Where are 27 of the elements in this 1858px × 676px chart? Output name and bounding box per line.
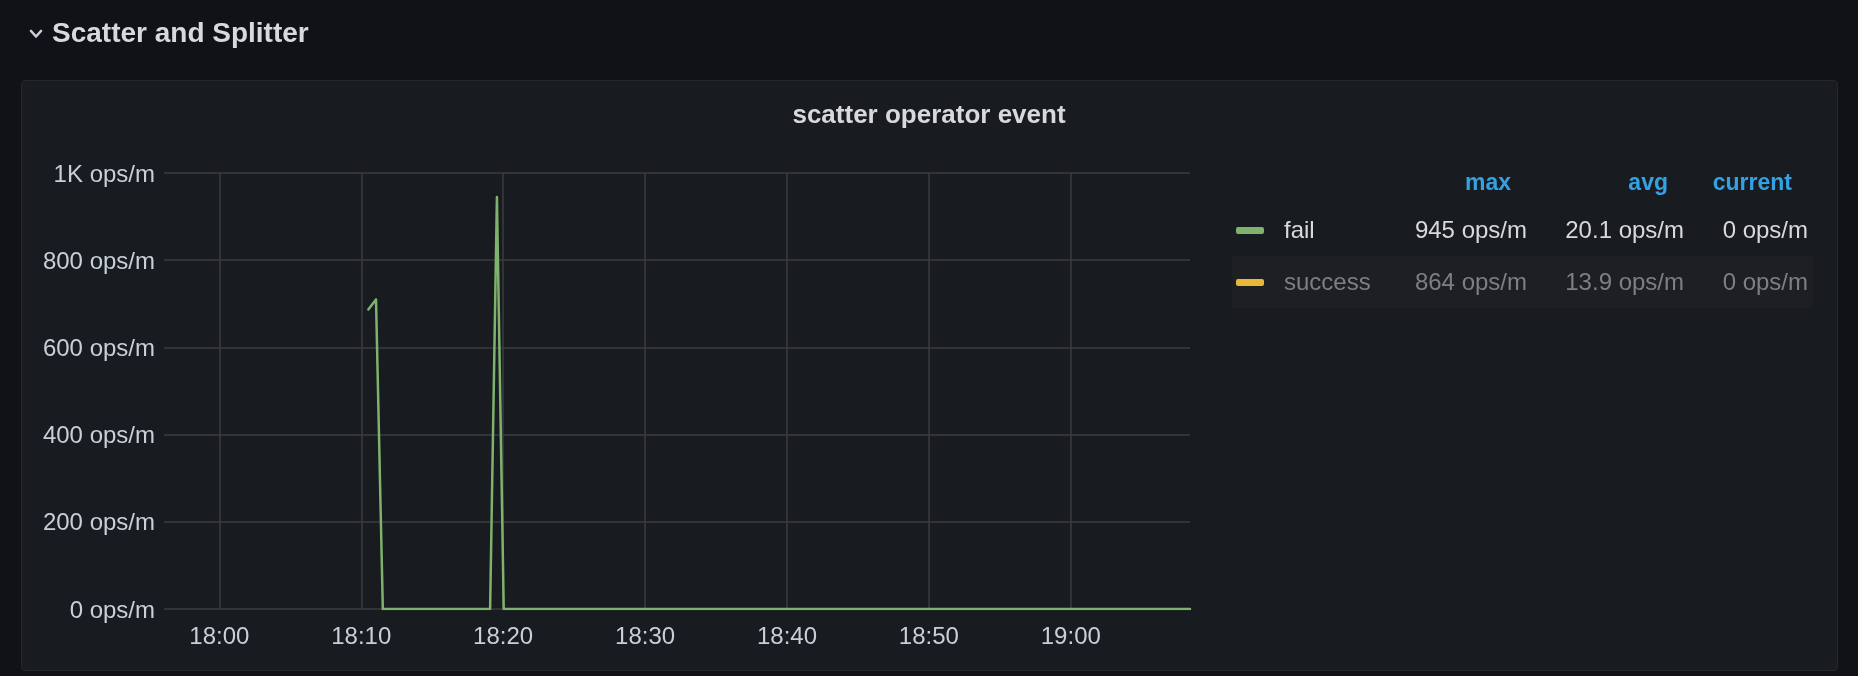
x-tick-label: 18:40 xyxy=(756,621,818,649)
text: 0 ops/m xyxy=(1722,268,1808,295)
text: 0 ops/m xyxy=(1722,216,1808,243)
y-tick-label: 600 ops/m xyxy=(42,333,155,361)
text: max xyxy=(1464,169,1511,195)
chart-title: scatter operator event xyxy=(792,99,1066,129)
text: 864 ops/m xyxy=(1414,268,1527,295)
x-tick-label: 18:50 xyxy=(898,621,959,649)
x-tick-label: 18:20 xyxy=(473,621,534,649)
text: 13.9 ops/m xyxy=(1565,268,1684,295)
text: current xyxy=(1712,169,1792,195)
y-tick-label: 400 ops/m xyxy=(42,421,155,449)
legend-label: fail xyxy=(1284,216,1315,243)
x-tick-label: 19:00 xyxy=(1040,621,1101,649)
legend-label: success xyxy=(1284,268,1371,295)
text: 20.1 ops/m xyxy=(1565,216,1684,243)
text: avg xyxy=(1628,169,1668,195)
y-tick-label: 800 ops/m xyxy=(42,246,155,274)
x-tick-label: 18:10 xyxy=(331,621,392,649)
x-tick-label: 18:00 xyxy=(189,621,250,649)
y-tick-label: 0 ops/m xyxy=(69,595,155,623)
y-tick-label: 200 ops/m xyxy=(42,508,155,536)
x-tick-label: 18:30 xyxy=(615,621,676,649)
text: 945 ops/m xyxy=(1414,216,1527,243)
y-tick-label: 1K ops/m xyxy=(53,159,155,187)
chart-subtitle: Scatter and Splitter xyxy=(52,17,309,48)
line-series xyxy=(367,195,1192,611)
